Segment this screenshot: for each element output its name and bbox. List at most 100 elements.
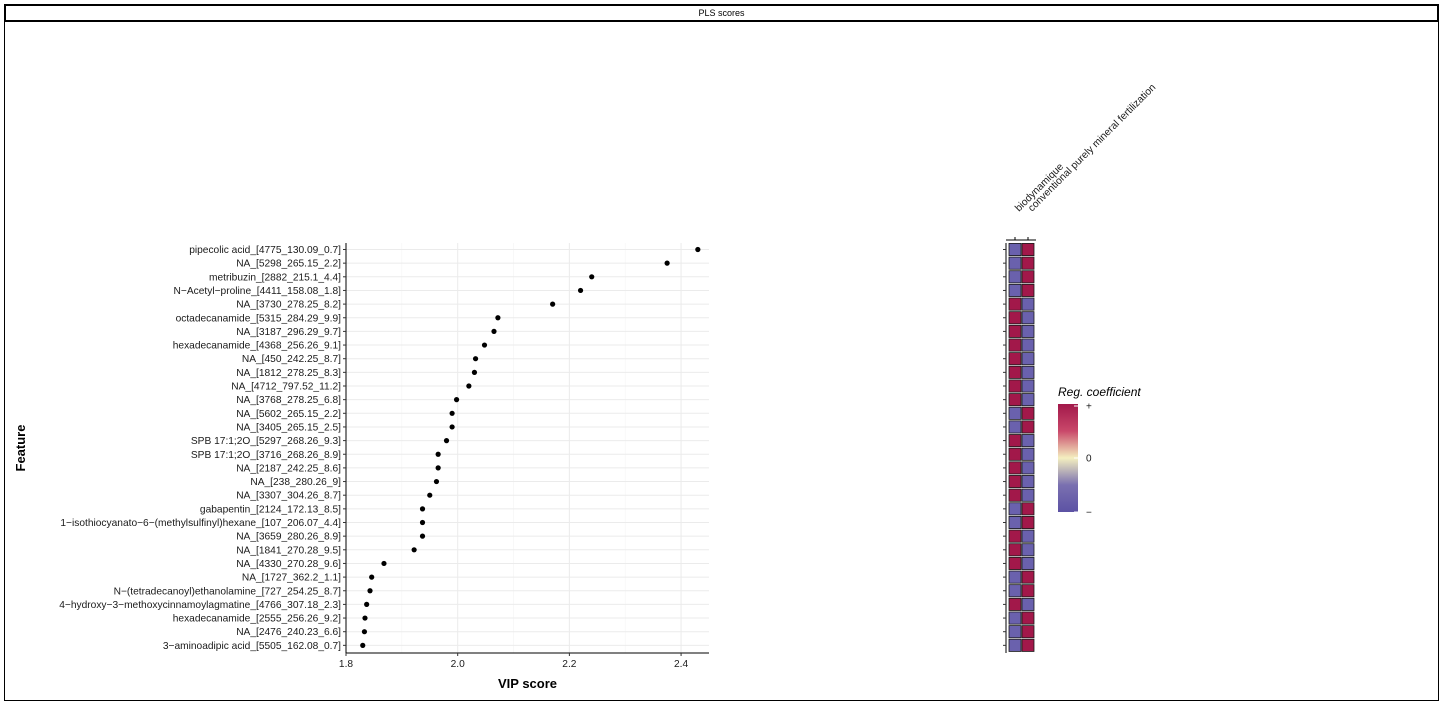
heatmap-cell bbox=[1008, 270, 1022, 284]
heatmap-cell bbox=[1008, 434, 1022, 448]
feature-label: NA_[3768_278.25_6.8] bbox=[236, 395, 341, 406]
heatmap-cell bbox=[1021, 543, 1035, 557]
heatmap-cell bbox=[1008, 420, 1022, 434]
heatmap-cell bbox=[1021, 393, 1035, 407]
vip-point bbox=[362, 615, 368, 621]
heatmap-cell bbox=[1021, 584, 1035, 598]
feature-label: NA_[3659_280.26_8.9] bbox=[236, 532, 341, 543]
heatmap-cell bbox=[1008, 461, 1022, 475]
feature-label: N−Acetyl−proline_[4411_158.08_1.8] bbox=[174, 286, 342, 297]
heatmap-cell bbox=[1008, 379, 1022, 393]
heatmap-cell bbox=[1021, 311, 1035, 325]
heatmap-cell bbox=[1021, 379, 1035, 393]
feature-label: metribuzin_[2882_215.1_4.4] bbox=[209, 272, 341, 283]
vip-point bbox=[369, 574, 375, 580]
heatmap-cell bbox=[1008, 638, 1022, 652]
heatmap-cell bbox=[1008, 324, 1022, 338]
vip-point bbox=[419, 533, 426, 539]
heatmap-cell bbox=[1008, 529, 1022, 543]
heatmap-cell bbox=[1008, 611, 1022, 625]
feature-label: NA_[2476_240.23_6.6] bbox=[236, 627, 341, 638]
vip-point bbox=[472, 356, 479, 362]
heatmap-cell bbox=[1008, 406, 1022, 420]
panel-title-text: PLS scores bbox=[698, 8, 745, 18]
heatmap-cell bbox=[1008, 447, 1022, 461]
heatmap-cell bbox=[1021, 461, 1035, 475]
heatmap-cell bbox=[1008, 242, 1022, 256]
feature-label: NA_[1841_270.28_9.5] bbox=[236, 545, 341, 556]
heatmap-cell bbox=[1021, 434, 1035, 448]
heatmap-cell bbox=[1008, 297, 1022, 311]
heatmap-cell bbox=[1021, 625, 1035, 639]
vip-point bbox=[453, 397, 460, 403]
vip-point bbox=[491, 328, 497, 334]
heatmap-cell bbox=[1021, 556, 1035, 570]
heatmap-cell bbox=[1008, 597, 1022, 611]
feature-label: NA_[4330_270.28_9.6] bbox=[236, 559, 341, 570]
vip-point bbox=[411, 547, 417, 553]
heatmap-cell bbox=[1008, 283, 1022, 297]
vip-point bbox=[495, 315, 501, 321]
feature-label: NA_[3405_265.15_2.5] bbox=[236, 422, 341, 433]
vip-point bbox=[433, 478, 440, 485]
vip-point bbox=[361, 629, 368, 635]
panel-title: PLS scores bbox=[4, 4, 1439, 22]
heatmap-cell bbox=[1021, 338, 1035, 352]
heatmap-cell bbox=[1021, 611, 1035, 625]
heatmap-cell bbox=[1021, 270, 1035, 284]
heatmap-cell bbox=[1008, 475, 1022, 489]
heatmap-cell bbox=[1021, 570, 1035, 584]
heatmap-cell bbox=[1021, 256, 1035, 270]
heatmap-cell bbox=[1008, 338, 1022, 352]
vip-point bbox=[427, 492, 433, 498]
legend-label: 0 bbox=[1086, 454, 1092, 465]
feature-label: NA_[3307_304.26_8.7] bbox=[236, 491, 341, 502]
heatmap-cell bbox=[1021, 516, 1035, 530]
feature-label: 3−aminoadipic acid_[5505_162.08_0.7] bbox=[163, 641, 341, 652]
vip-point bbox=[443, 438, 450, 444]
vip-point bbox=[364, 601, 370, 608]
vip-point bbox=[481, 342, 488, 348]
feature-label: pipecolic acid_[4775_130.09_0.7] bbox=[189, 245, 341, 256]
feature-label: 1−isothiocyanato−6−(methylsulfinyl)hexan… bbox=[60, 518, 341, 529]
feature-label: SPB 17:1;2O_[3716_268.26_8.9] bbox=[191, 450, 341, 461]
feature-label: octadecanamide_[5315_284.29_9.9] bbox=[176, 313, 342, 324]
vip-point bbox=[664, 260, 670, 266]
heatmap-cell bbox=[1008, 311, 1022, 325]
heatmap-cell bbox=[1021, 638, 1035, 652]
feature-label: NA_[450_242.25_8.7] bbox=[242, 354, 341, 365]
feature-label: NA_[5298_265.15_2.2] bbox=[236, 259, 341, 270]
heatmap-cell bbox=[1021, 529, 1035, 543]
legend-label: + bbox=[1086, 402, 1092, 413]
heatmap-cell bbox=[1008, 256, 1022, 270]
feature-label: NA_[4712_797.52_11.2] bbox=[231, 382, 341, 393]
vip-point bbox=[550, 301, 556, 307]
feature-label: NA_[1727_362.2_1.1] bbox=[242, 573, 341, 584]
plot-panel bbox=[346, 243, 709, 653]
feature-label: gabapentin_[2124_172.13_8.5] bbox=[200, 504, 341, 515]
vip-point bbox=[435, 451, 441, 457]
vip-point bbox=[695, 246, 701, 253]
vip-point bbox=[381, 560, 387, 567]
heatmap-cell bbox=[1008, 502, 1022, 516]
x-tick-label: 2.2 bbox=[562, 659, 576, 670]
heatmap-cell bbox=[1021, 297, 1035, 311]
heatmap-cell bbox=[1008, 393, 1022, 407]
feature-label: NA_[1812_278.25_8.3] bbox=[236, 368, 341, 379]
vip-point bbox=[419, 506, 426, 512]
heatmap-cell bbox=[1008, 543, 1022, 557]
vip-point bbox=[577, 287, 584, 294]
heatmap-cell bbox=[1008, 516, 1022, 530]
heatmap-cell bbox=[1008, 556, 1022, 570]
heatmap-cell bbox=[1021, 283, 1035, 297]
heatmap-cell bbox=[1008, 570, 1022, 584]
vip-point bbox=[449, 424, 455, 430]
heatmap-cell bbox=[1008, 584, 1022, 598]
x-tick-label: 2.0 bbox=[451, 659, 465, 670]
heatmap-cell bbox=[1021, 502, 1035, 516]
heatmap-cell bbox=[1008, 488, 1022, 502]
vip-point bbox=[360, 642, 366, 648]
vip-point bbox=[419, 519, 426, 526]
feature-label: NA_[3187_296.29_9.7] bbox=[236, 327, 341, 338]
